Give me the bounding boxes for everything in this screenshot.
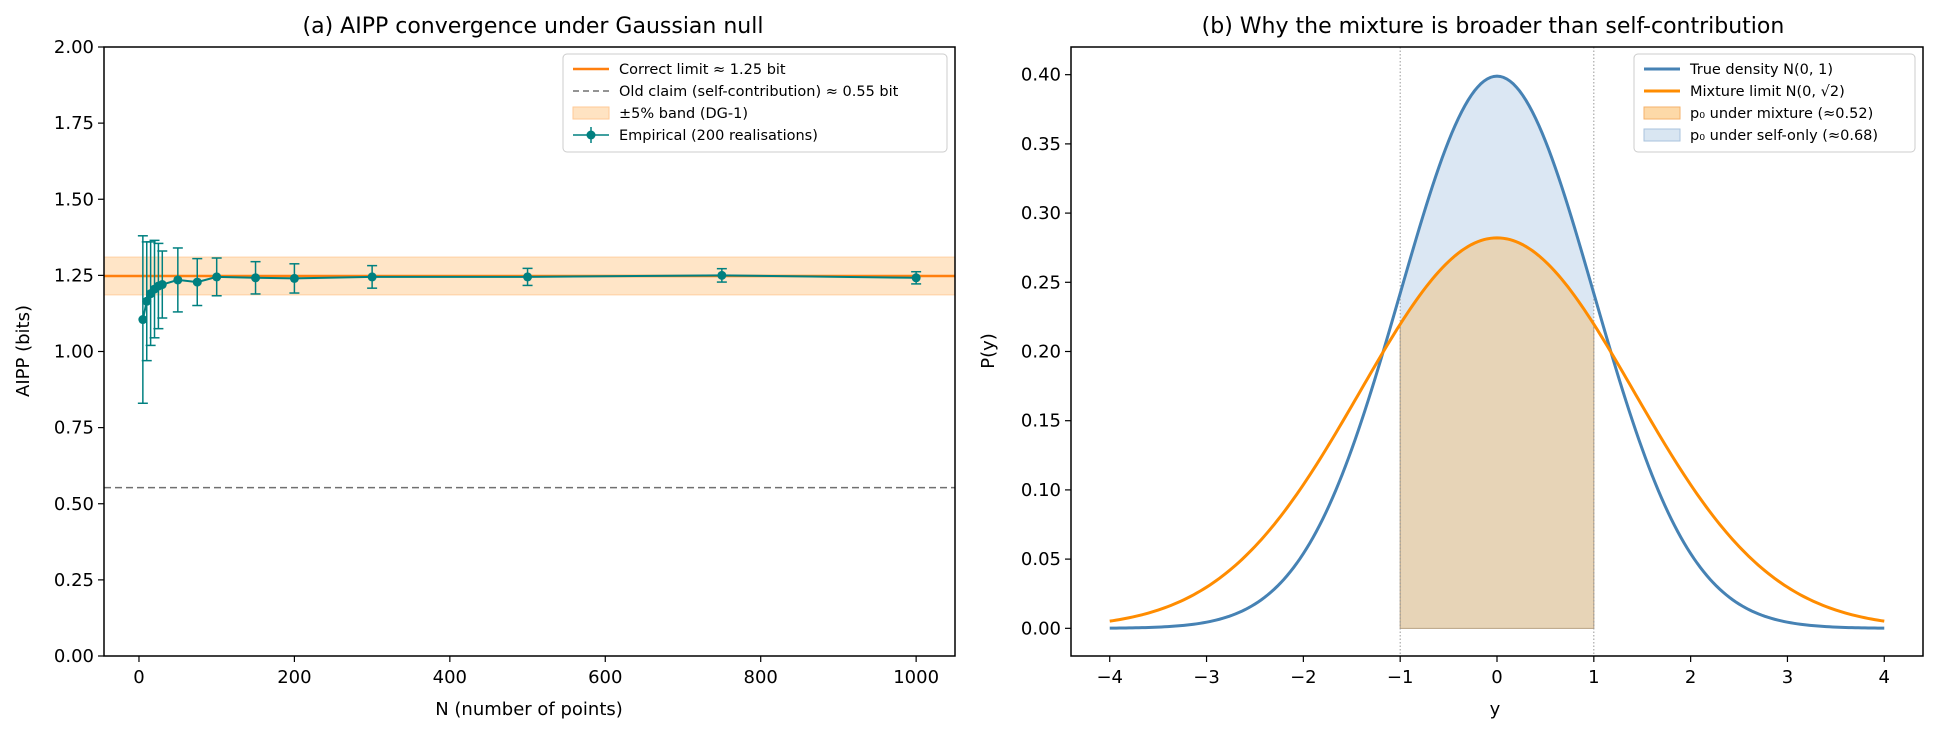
- data-point: [523, 272, 533, 282]
- x-tick-label: −1: [1387, 667, 1414, 688]
- panel-b-title: (b) Why the mixture is broader than self…: [1202, 14, 1785, 39]
- y-tick-label: 0.10: [1021, 480, 1061, 501]
- legend-box: [1633, 53, 1916, 153]
- legend-label: p₀ under self-only (≈0.68): [1690, 128, 1878, 144]
- x-tick-label: 1: [1588, 667, 1599, 688]
- legend-label: p₀ under mixture (≈0.52): [1690, 106, 1873, 122]
- y-tick-label: 0.50: [54, 494, 94, 515]
- legend-label: Old claim (self-contribution) ≈ 0.55 bit: [619, 84, 899, 100]
- x-tick-label: 400: [433, 667, 467, 688]
- data-point: [911, 273, 921, 283]
- x-tick-label: 4: [1879, 667, 1890, 688]
- x-tick-label: 0: [133, 667, 144, 688]
- x-tick-label: 1000: [893, 667, 939, 688]
- panel-b-y-axis-label: P(y): [978, 333, 999, 369]
- panel-a-legend: Correct limit ≈ 1.25 bit Old claim (self-…: [562, 53, 948, 153]
- y-tick-label: 0.15: [1021, 411, 1061, 432]
- y-tick-label: 1.75: [54, 113, 94, 134]
- panel-a-chart: (a) AIPP convergence under Gaussian null…: [13, 14, 956, 720]
- x-tick-label: 2: [1685, 667, 1696, 688]
- x-tick-label: −4: [1096, 667, 1123, 688]
- data-point: [367, 272, 377, 282]
- legend-label: ±5% band (DG-1): [619, 106, 748, 122]
- x-tick-label: 0: [1491, 667, 1502, 688]
- data-point: [212, 272, 222, 282]
- legend-swatch-patch: [572, 106, 610, 120]
- data-point: [717, 270, 727, 280]
- y-tick-label: 0.30: [1021, 203, 1061, 224]
- legend-label: Correct limit ≈ 1.25 bit: [619, 62, 786, 78]
- y-tick-label: 1.25: [54, 265, 94, 286]
- y-tick-label: 1.50: [54, 189, 94, 210]
- data-point: [138, 315, 148, 325]
- x-tick-label: 600: [588, 667, 622, 688]
- x-tick-label: 200: [277, 667, 311, 688]
- legend-label: True density N(0, 1): [1689, 62, 1833, 78]
- x-tick-label: −2: [1290, 667, 1317, 688]
- x-tick-label: −3: [1193, 667, 1220, 688]
- y-tick-label: 0.40: [1021, 65, 1061, 86]
- legend-box: [562, 53, 948, 153]
- panel-a-y-axis-label: AIPP (bits): [13, 305, 34, 397]
- panel-a-title: (a) AIPP convergence under Gaussian null: [303, 14, 764, 39]
- legend-label: Mixture limit N(0, √2): [1690, 84, 1845, 100]
- data-point: [251, 273, 261, 283]
- y-tick-label: 0.00: [1021, 618, 1061, 639]
- y-tick-label: 0.20: [1021, 342, 1061, 363]
- y-tick-label: 0.05: [1021, 549, 1061, 570]
- panel-b-legend: True density N(0, 1) Mixture limit N(0, √…: [1633, 53, 1916, 153]
- y-tick-label: 0.25: [54, 570, 94, 591]
- y-tick-label: 0.35: [1021, 134, 1061, 155]
- y-tick-label: 0.25: [1021, 272, 1061, 293]
- mixture-limit-curve: [1109, 236, 1885, 623]
- y-tick-label: 2.00: [54, 37, 94, 58]
- panel-b-chart: (b) Why the mixture is broader than self…: [978, 14, 1924, 720]
- legend-swatch-marker: [586, 130, 596, 140]
- data-point: [192, 277, 202, 287]
- x-tick-label: 3: [1782, 667, 1793, 688]
- true-density-curve: [1109, 74, 1885, 630]
- mixture-probability-area: [1399, 237, 1595, 629]
- x-tick-label: 800: [744, 667, 778, 688]
- data-point: [157, 280, 167, 290]
- data-point: [142, 296, 152, 306]
- data-point: [289, 273, 299, 283]
- self-only-probability-area: [1400, 76, 1594, 629]
- legend-label: Empirical (200 realisations): [619, 128, 818, 144]
- legend-swatch-patch: [1643, 106, 1681, 120]
- y-tick-label: 0.75: [54, 418, 94, 439]
- data-point: [173, 275, 183, 285]
- y-tick-label: 0.00: [54, 646, 94, 667]
- panel-b-x-axis-label: y: [1490, 699, 1501, 720]
- legend-swatch-patch: [1643, 128, 1681, 142]
- panel-a-x-axis-label: N (number of points): [435, 699, 623, 720]
- y-tick-label: 1.00: [54, 342, 94, 363]
